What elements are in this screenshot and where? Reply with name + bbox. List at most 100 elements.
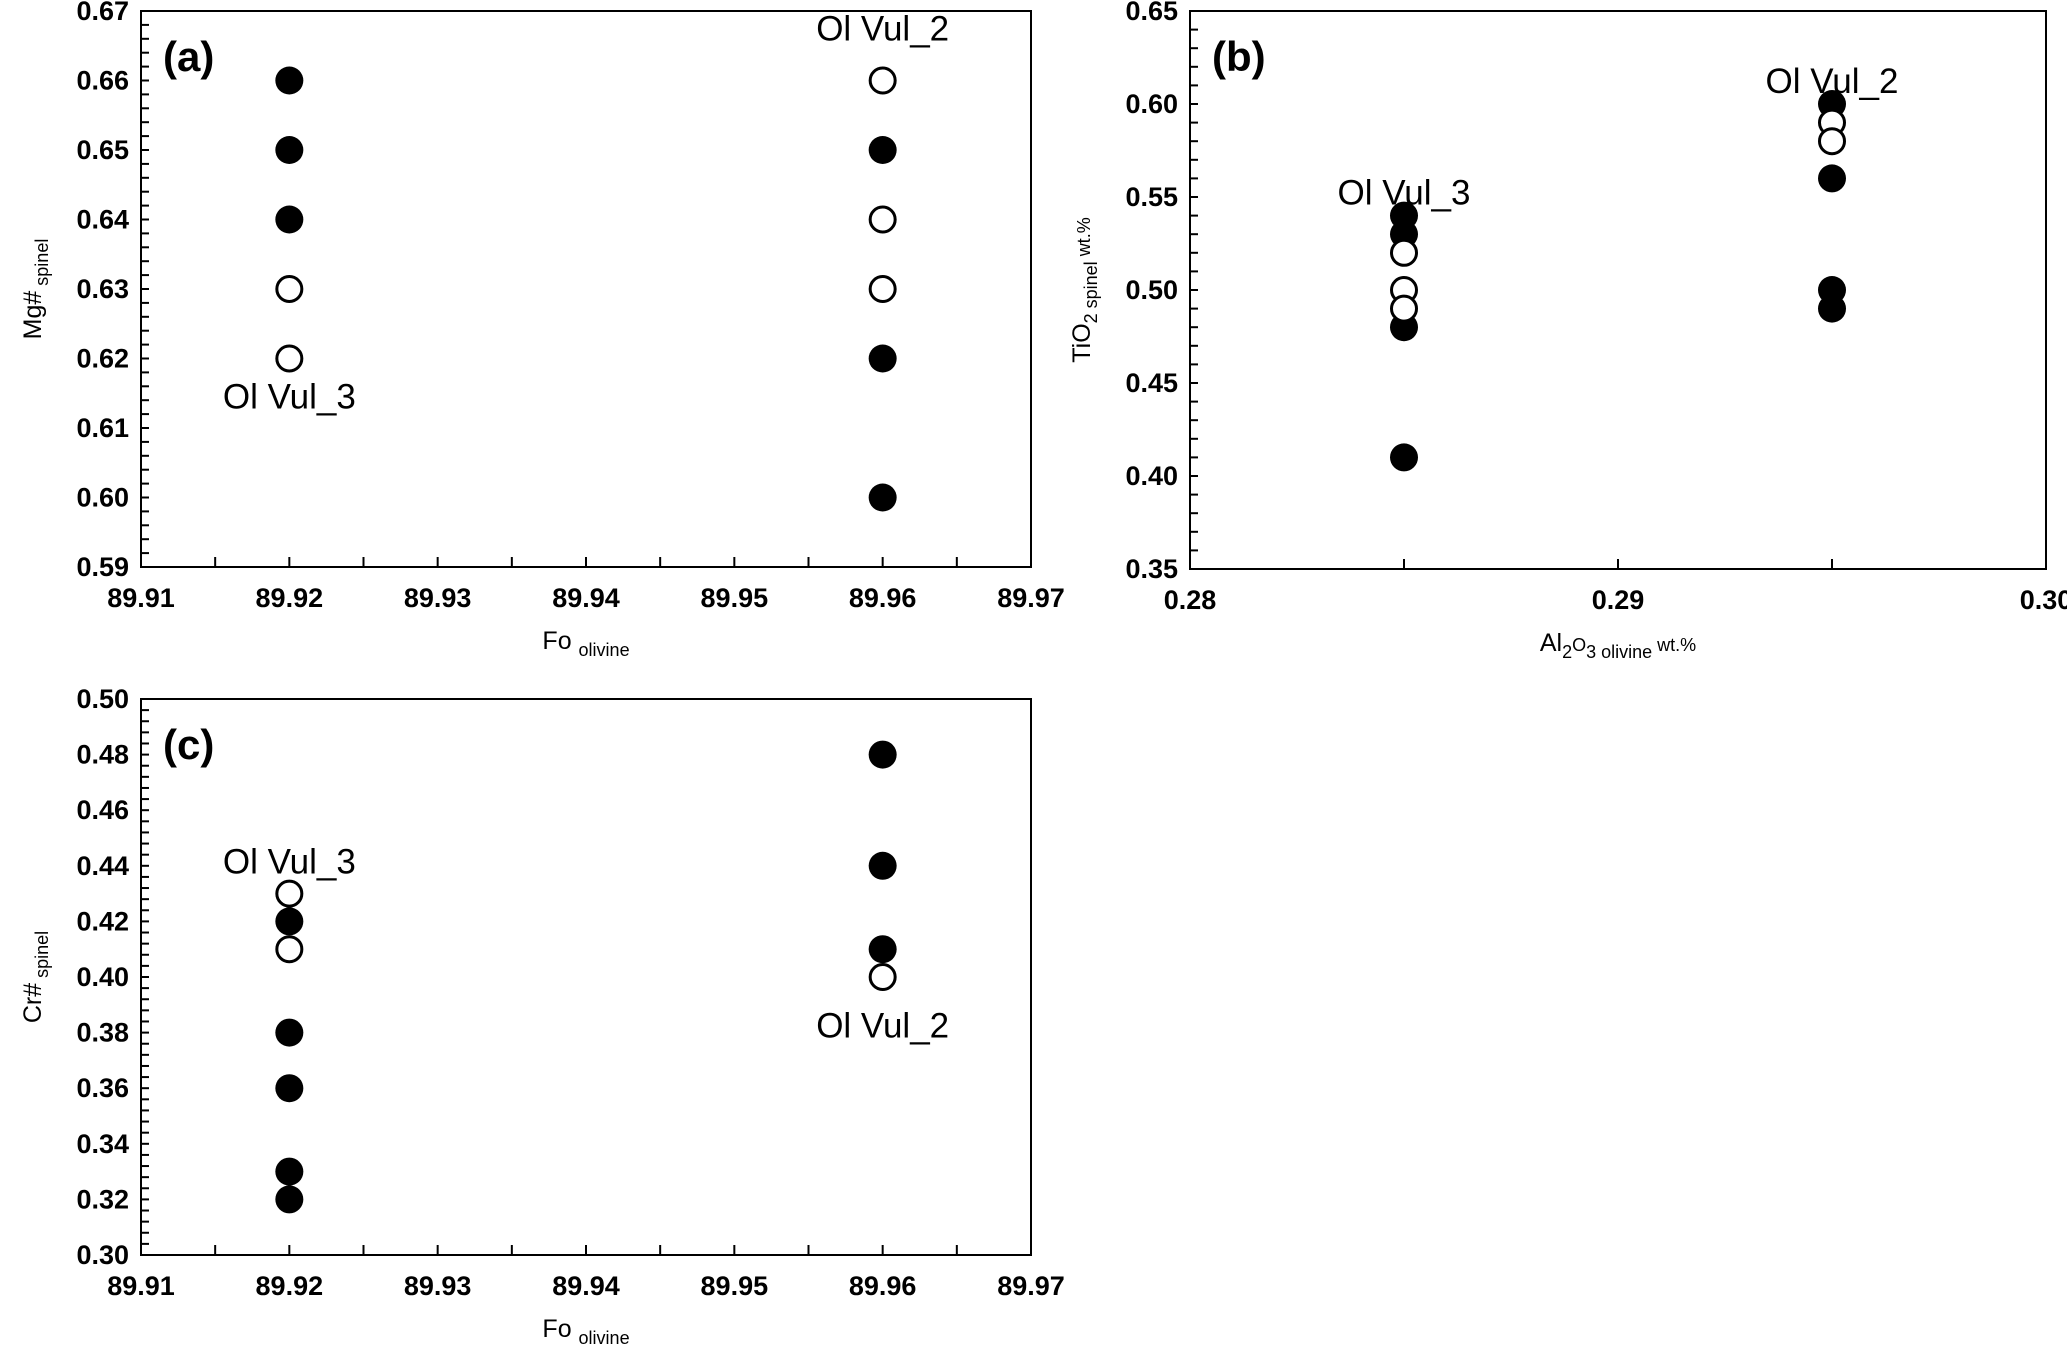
x-tick-label: 89.96 xyxy=(849,583,917,613)
x-tick-label: 89.95 xyxy=(701,1271,769,1301)
y-tick-label: 0.44 xyxy=(76,851,129,881)
data-point-filled xyxy=(275,907,304,936)
chart-panel-3: 89.91 89.92 89.93 89.94 89.95 89.96 89.97 0.30 0… xyxy=(19,684,1065,1346)
data-point-filled xyxy=(868,935,897,964)
y-tick-label: 0.38 xyxy=(76,1018,129,1048)
y-tick-label: 0.40 xyxy=(76,962,129,992)
x-axis-label: Al2O3 olivine wt.% xyxy=(1540,629,1696,662)
y-tick-label: 0.60 xyxy=(76,483,129,513)
y-tick-label: 0.50 xyxy=(76,684,129,714)
y-label-main: TiO xyxy=(1068,323,1096,362)
y-tick-label: 0.63 xyxy=(76,274,129,304)
x-tick-label: 89.94 xyxy=(552,1271,620,1301)
data-point-filled xyxy=(868,851,897,880)
y-tick-label: 0.64 xyxy=(76,205,129,235)
y-tick-label: 0.60 xyxy=(1125,89,1178,119)
y-label-main: Mg# xyxy=(19,291,47,340)
annotation-label: Ol Vul_2 xyxy=(1766,62,1899,101)
x-axis-label: Fo olivine xyxy=(542,627,629,660)
data-point-open xyxy=(868,205,897,234)
y-tick-label: 0.36 xyxy=(76,1073,129,1103)
y-tick-label: 0.40 xyxy=(1125,461,1178,491)
x-label-sub: olivine xyxy=(579,1328,630,1346)
data-point-filled xyxy=(275,1018,304,1047)
annotation-label: Ol Vul_3 xyxy=(1338,173,1471,212)
data-point-open xyxy=(868,275,897,303)
data-point-open xyxy=(868,963,897,991)
data-point-open xyxy=(1818,127,1846,156)
x-label-tail: wt.% xyxy=(1652,635,1696,655)
x-tick-label: 89.94 xyxy=(552,583,620,613)
x-tick-label: 89.93 xyxy=(404,1271,472,1301)
x-tick-label: 89.93 xyxy=(404,583,472,613)
y-tick-label: 0.66 xyxy=(76,66,129,96)
annotation-label: Ol Vul_3 xyxy=(223,378,356,417)
x-label-main: Fo xyxy=(542,627,578,655)
data-point-open xyxy=(275,879,304,908)
data-point-open xyxy=(275,935,304,964)
data-point-filled xyxy=(868,136,897,164)
data-point-open xyxy=(1390,238,1418,267)
x-tick-label: 89.92 xyxy=(256,583,324,613)
panel-label: (c) xyxy=(163,721,214,768)
y-tick-label: 0.65 xyxy=(76,135,129,165)
x-label-main: O xyxy=(1572,635,1586,655)
x-label-sub: 2 xyxy=(1562,642,1572,662)
data-point-open xyxy=(1390,294,1418,323)
y-axis-label: TiO2 spinel wt.% xyxy=(1068,217,1101,362)
data-point-filled xyxy=(868,344,897,373)
y-tick-label: 0.35 xyxy=(1125,554,1178,584)
y-tick-label: 0.32 xyxy=(76,1184,129,1214)
y-tick-label: 0.55 xyxy=(1125,182,1178,212)
chart-panel-1: 89.91 89.92 89.93 89.94 89.95 89.96 89.97 0.59 0… xyxy=(19,0,1065,660)
y-tick-label: 0.61 xyxy=(76,413,129,443)
annotation-label: Ol Vul_2 xyxy=(816,9,949,48)
data-point-filled xyxy=(275,205,304,234)
panel-label: (a) xyxy=(163,33,214,80)
x-tick-label: 0.30 xyxy=(2020,585,2067,615)
x-label-main: Fo xyxy=(542,1315,578,1343)
data-point-filled xyxy=(275,136,304,164)
x-tick-label: 89.97 xyxy=(997,583,1065,613)
y-tick-label: 0.34 xyxy=(76,1129,129,1159)
data-point-filled xyxy=(1818,294,1846,323)
data-point-filled xyxy=(275,1074,304,1103)
y-tick-label: 0.42 xyxy=(76,906,129,936)
x-label-sub: olivine xyxy=(579,640,630,660)
x-label-sub: 3 olivine xyxy=(1586,642,1652,662)
y-tick-label: 0.59 xyxy=(76,552,129,582)
x-tick-label: 89.96 xyxy=(849,1271,917,1301)
x-tick-label: 89.92 xyxy=(256,1271,324,1301)
y-axis-label: Cr# spinel xyxy=(19,931,52,1023)
y-label-sub: spinel xyxy=(32,931,52,983)
y-tick-label: 0.62 xyxy=(76,344,129,374)
x-axis-label: Fo olivine xyxy=(542,1315,629,1346)
y-tick-label: 0.67 xyxy=(76,0,129,26)
y-label-sub: 2 spinel xyxy=(1081,261,1101,323)
y-tick-label: 0.45 xyxy=(1125,368,1178,398)
y-tick-label: 0.30 xyxy=(76,1240,129,1270)
x-tick-label: 89.97 xyxy=(997,1271,1065,1301)
x-tick-label: 0.29 xyxy=(1592,585,1645,615)
plot-frame xyxy=(1189,10,2047,570)
data-point-filled xyxy=(1390,443,1418,472)
data-point-open xyxy=(275,275,304,303)
y-label-main: Cr# xyxy=(19,983,47,1023)
y-label-tail: wt.% xyxy=(1074,217,1094,261)
x-tick-label: 0.28 xyxy=(1164,585,1217,615)
data-point-open xyxy=(868,66,897,95)
plot-frame xyxy=(140,10,1032,568)
y-axis-label: Mg# spinel xyxy=(19,239,52,340)
data-point-filled xyxy=(275,1157,304,1186)
data-point-filled xyxy=(1818,164,1846,193)
y-tick-label: 0.50 xyxy=(1125,275,1178,305)
y-tick-label: 0.46 xyxy=(76,795,129,825)
panel-label: (b) xyxy=(1212,33,1266,80)
annotation-label: Ol Vul_3 xyxy=(223,843,356,882)
data-point-open xyxy=(275,344,304,373)
data-point-filled xyxy=(868,740,897,769)
x-label-main: Al xyxy=(1540,629,1562,657)
y-tick-label: 0.48 xyxy=(76,740,129,770)
plot-frame xyxy=(140,698,1032,1256)
